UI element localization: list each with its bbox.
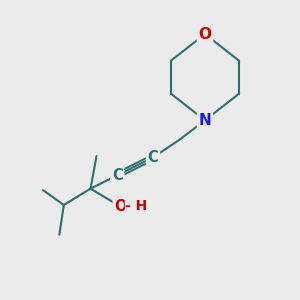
Text: N: N [199,113,212,128]
Text: O: O [199,27,212,42]
Text: C: C [112,168,123,183]
Text: C: C [148,150,158,165]
Text: O: O [114,199,127,214]
Text: - H: - H [125,200,148,214]
